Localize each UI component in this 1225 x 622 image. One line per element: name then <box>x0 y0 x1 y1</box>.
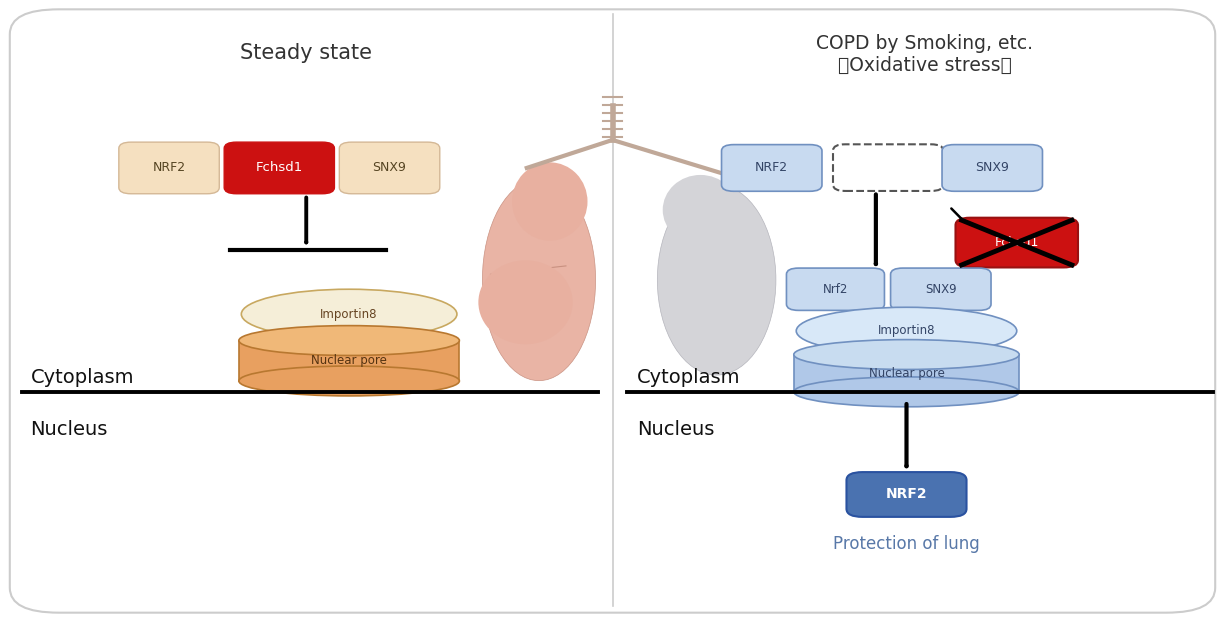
FancyBboxPatch shape <box>224 142 334 194</box>
FancyBboxPatch shape <box>891 268 991 310</box>
FancyBboxPatch shape <box>956 218 1078 267</box>
Text: SNX9: SNX9 <box>925 283 957 295</box>
Ellipse shape <box>794 377 1019 407</box>
Ellipse shape <box>663 175 739 245</box>
Text: NRF2: NRF2 <box>152 162 186 174</box>
Bar <box>794 355 1019 392</box>
Text: Nuclear pore: Nuclear pore <box>311 355 387 367</box>
Text: Nrf2: Nrf2 <box>823 283 848 295</box>
Ellipse shape <box>239 366 459 396</box>
FancyBboxPatch shape <box>942 145 1042 192</box>
Text: COPD by Smoking, etc.
（Oxidative stress）: COPD by Smoking, etc. （Oxidative stress） <box>816 34 1034 75</box>
Ellipse shape <box>658 185 775 375</box>
Ellipse shape <box>478 260 573 345</box>
Ellipse shape <box>483 179 595 381</box>
Text: Fchsd1: Fchsd1 <box>256 162 303 174</box>
Ellipse shape <box>794 340 1019 369</box>
Text: Cytoplasm: Cytoplasm <box>637 368 740 387</box>
Text: Nucleus: Nucleus <box>31 420 108 439</box>
Text: NRF2: NRF2 <box>755 162 789 174</box>
Ellipse shape <box>239 326 459 356</box>
Text: Steady state: Steady state <box>240 43 372 63</box>
Ellipse shape <box>241 289 457 339</box>
FancyBboxPatch shape <box>119 142 219 194</box>
Text: Nuclear pore: Nuclear pore <box>869 367 944 379</box>
FancyBboxPatch shape <box>786 268 884 310</box>
Text: Importin8: Importin8 <box>878 325 935 337</box>
Bar <box>239 341 459 381</box>
FancyBboxPatch shape <box>10 9 1215 613</box>
Text: Nucleus: Nucleus <box>637 420 714 439</box>
FancyBboxPatch shape <box>846 472 967 517</box>
Text: SNX9: SNX9 <box>975 162 1009 174</box>
Text: NRF2: NRF2 <box>886 488 927 501</box>
Text: Cytoplasm: Cytoplasm <box>31 368 134 387</box>
FancyBboxPatch shape <box>722 145 822 192</box>
Ellipse shape <box>796 307 1017 355</box>
FancyBboxPatch shape <box>339 142 440 194</box>
Text: Fchsd1: Fchsd1 <box>995 236 1039 249</box>
Text: SNX9: SNX9 <box>372 162 407 174</box>
Ellipse shape <box>512 162 588 241</box>
Text: Importin8: Importin8 <box>321 308 377 320</box>
Text: Protection of lung: Protection of lung <box>833 536 980 553</box>
